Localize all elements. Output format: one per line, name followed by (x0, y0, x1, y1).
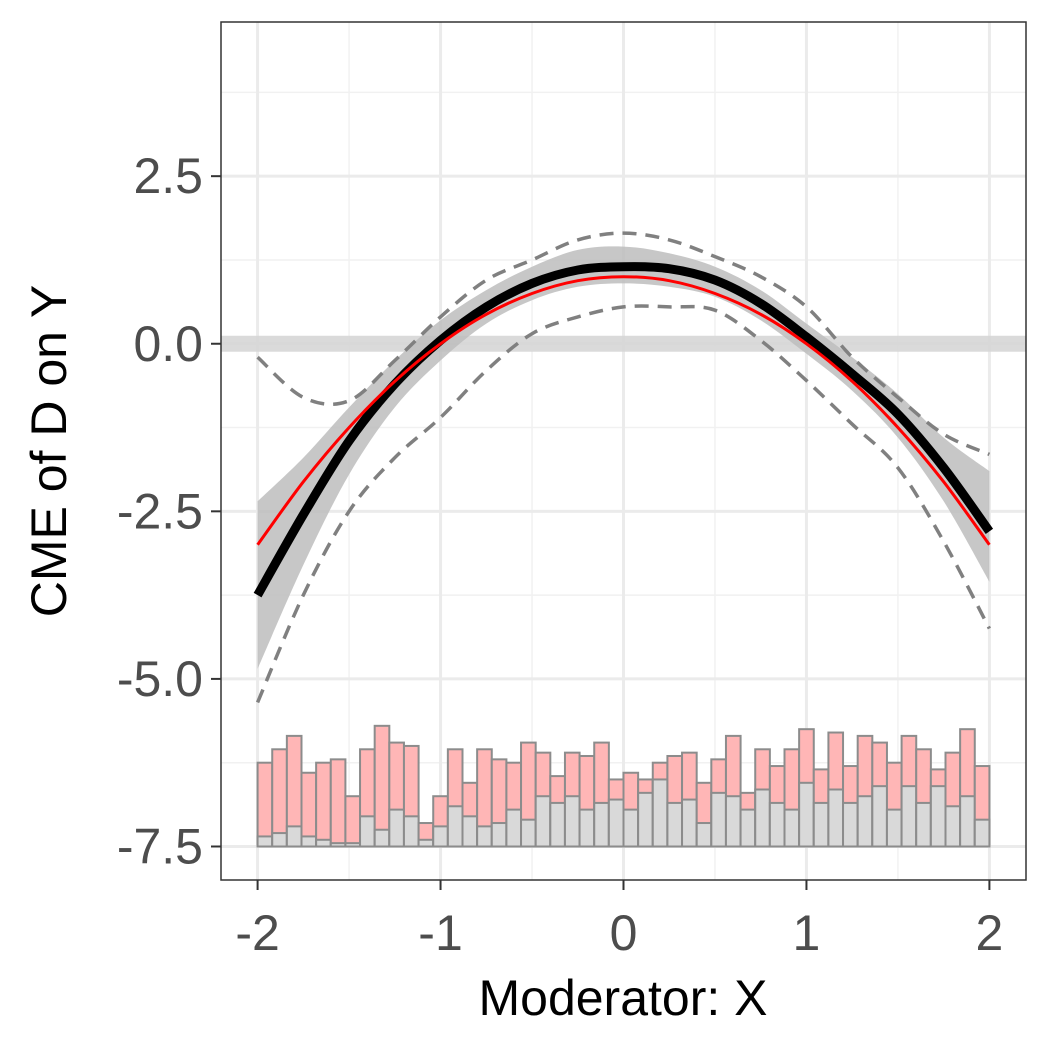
hist-bar-treated (285, 825, 303, 848)
hist-bar-treated (944, 805, 962, 848)
hist-bar-total (271, 748, 288, 848)
hist-bar-treated (681, 798, 698, 848)
x-axis-label: Moderator: X (478, 970, 767, 1026)
hist-bar-treated (388, 808, 405, 848)
y-tick-label: -5.0 (117, 651, 203, 707)
hist-bar-treated (768, 801, 786, 848)
hist-bar-total (300, 771, 318, 848)
hist-bar-total (329, 758, 347, 848)
y-tick-label: 0.0 (133, 316, 203, 372)
hist-bar-treated (695, 822, 713, 848)
hist-bar-treated (271, 832, 288, 848)
moderator-histogram (256, 724, 991, 848)
dashed-lower-bound (255, 304, 991, 704)
hist-bar-treated (812, 801, 830, 848)
dashed-bounds (255, 231, 991, 704)
hist-bar-treated (329, 842, 347, 848)
hist-bar-treated (637, 791, 654, 848)
hist-bar-treated (432, 825, 449, 848)
hist-bar-treated (373, 828, 391, 848)
hist-bar-treated (446, 805, 464, 848)
hist-bar-treated (710, 791, 727, 848)
x-tick-label: 2 (976, 905, 1004, 961)
hist-bar-treated (959, 795, 976, 848)
hist-bar-treated (651, 778, 669, 848)
y-tick-label: -7.5 (117, 818, 203, 874)
confidence-band-area (257, 246, 990, 669)
hist-bar-treated (607, 798, 625, 848)
hist-bar-treated (666, 801, 684, 848)
hist-bar-treated (549, 801, 566, 848)
dashed-upper-bound (256, 231, 991, 457)
hist-bar-treated (783, 808, 801, 848)
hist-bar-total (256, 761, 274, 848)
hist-bar-treated (827, 788, 845, 848)
hist-bar-treated (359, 815, 376, 848)
hist-bar-treated (871, 785, 888, 848)
hist-bar-treated (915, 801, 932, 848)
hist-bar-total (373, 724, 391, 848)
y-axis: 2.5 0.0 -2.5 -5.0 -7.5 (117, 148, 221, 874)
y-tick-label: -2.5 (117, 483, 203, 539)
hist-bar-treated (885, 808, 903, 848)
hist-bar-treated (578, 808, 596, 848)
confidence-band (257, 246, 990, 669)
y-axis-label: CME of D on Y (21, 285, 77, 618)
x-axis: -2 -1 0 1 2 (235, 880, 1003, 961)
hist-bar-treated (739, 808, 757, 848)
hist-bar-treated (256, 835, 274, 848)
hist-bar-treated (461, 815, 479, 848)
hist-bar-treated (520, 818, 537, 848)
hist-bar-treated (842, 801, 859, 848)
hist-bar-treated (300, 835, 318, 848)
hist-bar-treated (724, 795, 742, 848)
hist-bar-treated (417, 838, 435, 848)
hist-bar-treated (622, 808, 640, 848)
cme-lines (253, 262, 994, 598)
x-tick-label: -1 (418, 905, 462, 961)
hist-bar-treated (490, 822, 508, 848)
hist-bar-treated (973, 818, 991, 848)
hist-bar-treated (798, 781, 815, 848)
x-tick-label: -2 (235, 905, 279, 961)
hist-bar-treated (534, 795, 552, 848)
hist-bar-treated (563, 795, 581, 848)
hist-bar-treated (505, 808, 523, 848)
hist-bar-treated (344, 842, 362, 848)
true-cme-line (256, 275, 991, 546)
hist-bar-treated (900, 785, 918, 848)
hist-bar-treated (856, 795, 874, 848)
x-tick-label: 1 (793, 905, 821, 961)
hist-bar-total (315, 761, 332, 848)
hist-bar-treated (754, 788, 771, 848)
hist-bar-treated (402, 815, 420, 848)
hist-bar-treated (929, 785, 947, 848)
hist-bar-treated (315, 838, 332, 848)
hist-bar-total (344, 795, 362, 848)
hist-bar-treated (593, 801, 610, 848)
y-tick-label: 2.5 (133, 148, 203, 204)
estimated-cme-line (253, 262, 994, 598)
x-tick-label: 0 (610, 905, 638, 961)
hist-bar-treated (476, 825, 493, 848)
